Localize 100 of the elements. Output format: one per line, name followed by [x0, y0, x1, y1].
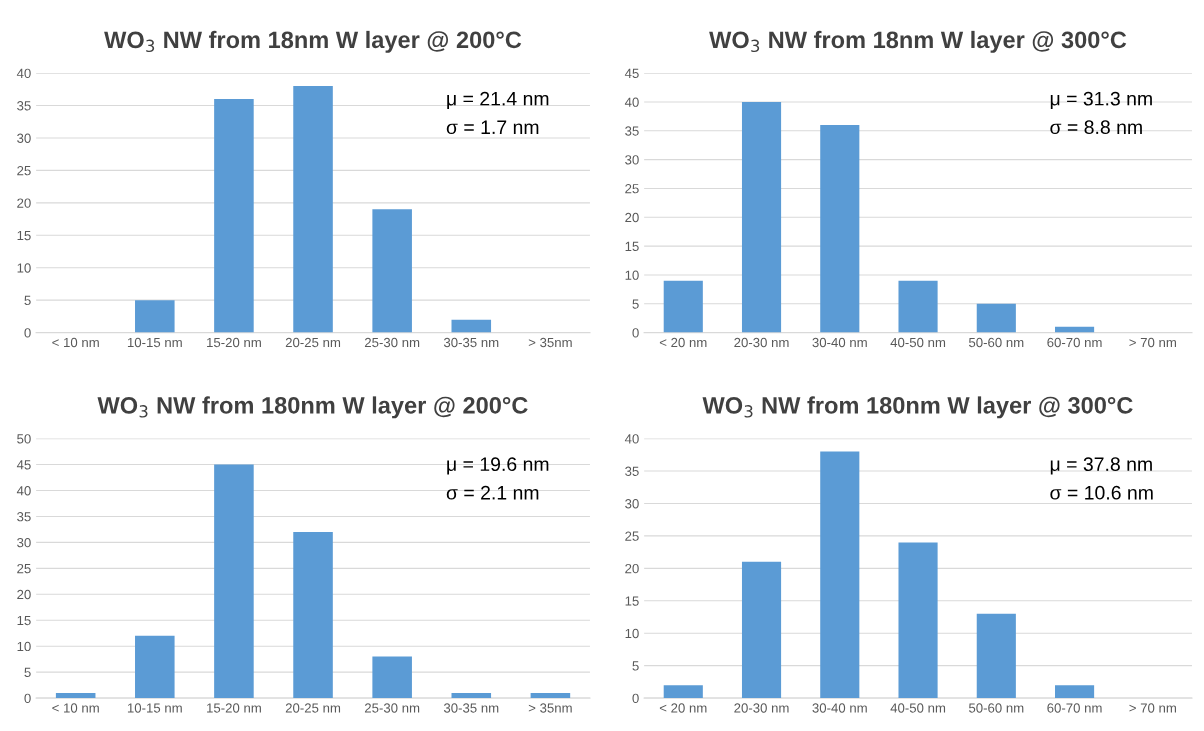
y-tick-label: 25 [17, 563, 31, 574]
bar [898, 542, 938, 699]
chart-title: WO$_{3}$ NW from 180nm W layer @ 300°C [702, 396, 1133, 419]
bar [530, 692, 571, 699]
y-tick-label: 5 [24, 295, 31, 306]
x-tick-label: 30-40 nm [812, 337, 867, 348]
chart-title: WO$_{3}$ NW from 18nm W layer @ 200°C [104, 30, 522, 53]
x-tick-label: 30-40 nm [812, 703, 867, 713]
y-tick-label: 20 [625, 212, 639, 223]
x-tick-label: 15-20 nm [207, 703, 261, 713]
x-tick-label: 30-35 nm [443, 703, 499, 713]
y-tick-label: 25 [17, 165, 31, 176]
x-tick-label: 40-50 nm [890, 703, 946, 713]
y-tick-label: 25 [625, 184, 639, 194]
y-tick-label: 0 [24, 693, 31, 704]
y-tick-label: 40 [624, 97, 639, 107]
y-tick-label: 20 [625, 563, 639, 574]
bar [741, 101, 782, 333]
x-tick-label: 15-20 nm [207, 337, 261, 348]
y-tick-label: 15 [17, 615, 31, 626]
bar [1055, 685, 1095, 699]
x-tick-label: 25-30 nm [364, 703, 420, 713]
y-tick-label: 5 [632, 661, 639, 671]
bar [976, 613, 1016, 699]
y-tick-label: 25 [625, 531, 639, 541]
x-tick-label: < 20 nm [659, 337, 707, 348]
x-tick-label: > 35nm [528, 703, 572, 713]
x-tick-label: 20-25 nm [285, 703, 341, 713]
chart-title: WO$_{3}$ NW from 18nm W layer @ 300°C [709, 30, 1127, 53]
bar [372, 209, 412, 333]
x-tick-label: 10-15 nm [127, 703, 182, 713]
y-tick-label: 45 [16, 460, 31, 470]
x-tick-label: 20-25 nm [285, 337, 341, 348]
bar [451, 692, 492, 699]
y-tick-label: 35 [17, 101, 31, 111]
x-tick-label: 50-60 nm [968, 703, 1024, 713]
chart-title: WO$_{3}$ NW from 180nm W layer @ 200°C [97, 396, 528, 419]
bar [741, 561, 782, 699]
y-tick-label: 20 [17, 589, 31, 600]
annotation: σ = 2.1 nm [446, 485, 539, 500]
y-tick-label: 30 [625, 499, 639, 509]
bar [372, 656, 412, 699]
bar [293, 86, 333, 333]
y-tick-label: 40 [624, 434, 639, 444]
y-tick-label: 40 [16, 68, 31, 79]
bar [663, 685, 703, 699]
x-tick-label: 20-30 nm [734, 337, 789, 348]
y-tick-label: 50 [17, 434, 31, 444]
y-tick-label: 15 [17, 230, 31, 241]
y-tick-label: 35 [17, 512, 31, 522]
x-tick-label: 30-35 nm [443, 337, 499, 348]
y-tick-label: 45 [624, 68, 639, 79]
y-tick-label: 10 [625, 270, 639, 280]
y-tick-label: 0 [632, 328, 639, 338]
x-tick-label: > 70 nm [1129, 337, 1176, 348]
annotation: σ = 1.7 nm [446, 120, 539, 135]
bar [820, 125, 860, 333]
y-tick-label: 5 [632, 299, 639, 309]
y-tick-label: 0 [24, 328, 31, 338]
bar [214, 464, 254, 699]
bar [663, 280, 703, 333]
y-tick-label: 30 [625, 155, 639, 165]
y-tick-label: 15 [625, 241, 639, 252]
x-tick-label: 25-30 nm [364, 337, 420, 348]
y-tick-label: 35 [625, 126, 639, 136]
annotation: μ = 31.3 nm [1050, 91, 1152, 110]
x-tick-label: 10-15 nm [127, 337, 182, 348]
y-tick-label: 5 [24, 667, 31, 678]
y-tick-label: 10 [625, 628, 639, 639]
annotation: μ = 21.4 nm [447, 91, 549, 110]
x-tick-label: 40-50 nm [890, 337, 946, 348]
x-tick-label: < 10 nm [52, 703, 99, 713]
y-tick-label: 40 [16, 486, 31, 496]
annotation: μ = 19.6 nm [447, 457, 549, 475]
y-tick-label: 35 [625, 466, 639, 476]
annotation: μ = 37.8 nm [1050, 457, 1152, 475]
bar [898, 280, 938, 333]
y-tick-label: 0 [632, 693, 639, 704]
x-tick-label: 20-30 nm [734, 703, 789, 713]
y-tick-label: 10 [17, 641, 31, 652]
x-tick-label: 60-70 nm [1047, 337, 1102, 348]
bar [135, 635, 175, 699]
x-tick-label: > 70 nm [1129, 703, 1176, 713]
y-tick-label: 30 [17, 537, 31, 548]
x-tick-label: 50-60 nm [968, 337, 1024, 348]
bar [55, 692, 96, 699]
bar [451, 319, 492, 333]
x-tick-label: 60-70 nm [1047, 703, 1102, 713]
x-tick-label: < 20 nm [659, 703, 707, 713]
annotation: σ = 8.8 nm [1050, 120, 1142, 135]
bar [135, 300, 175, 333]
y-tick-label: 30 [17, 133, 31, 143]
x-tick-label: < 10 nm [52, 337, 99, 348]
y-tick-label: 10 [17, 263, 31, 273]
annotation: σ = 10.6 nm [1050, 485, 1153, 500]
bar [976, 303, 1016, 333]
bar [214, 99, 254, 333]
x-tick-label: > 35nm [528, 337, 572, 348]
y-tick-label: 20 [17, 198, 31, 208]
bar [820, 451, 860, 699]
